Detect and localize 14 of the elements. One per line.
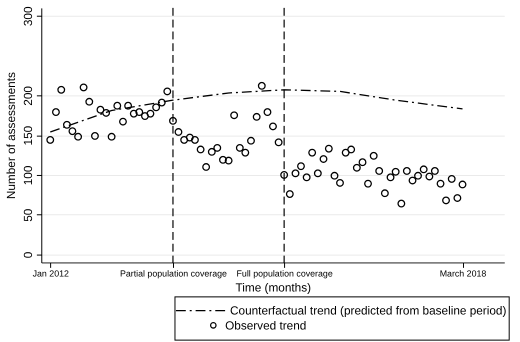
y-tick-label: 0 — [22, 251, 35, 258]
x-tick-label: March 2018 — [440, 268, 486, 279]
x-tick-label: Full population coverage — [236, 268, 333, 279]
y-axis-title: Number of assessments — [5, 72, 18, 200]
x-axis-title: Time (months) — [236, 281, 312, 294]
y-tick-label: 150 — [22, 125, 35, 146]
legend-label: Counterfactual trend (predicted from baseline period) — [230, 304, 506, 318]
y-tick-label: 300 — [22, 6, 35, 26]
x-tick-label: Partial population coverage — [120, 268, 228, 279]
y-tick-label: 50 — [22, 208, 35, 222]
y-tick-label: 200 — [22, 86, 35, 106]
x-tick-label: Jan 2012 — [32, 268, 70, 279]
legend-label: Observed trend — [225, 319, 306, 332]
y-tick-label: 100 — [22, 165, 35, 186]
